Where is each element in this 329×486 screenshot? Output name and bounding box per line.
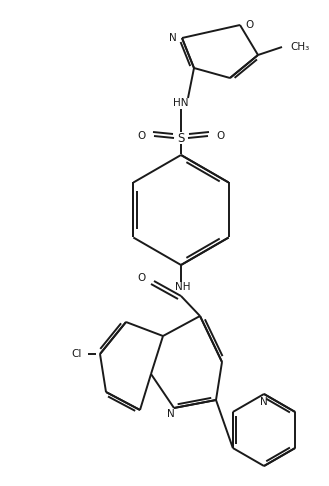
Text: Cl: Cl	[72, 349, 82, 359]
Text: NH: NH	[175, 282, 191, 292]
Text: O: O	[138, 131, 146, 141]
Text: N: N	[260, 397, 268, 407]
Text: HN: HN	[173, 98, 189, 108]
Text: N: N	[167, 409, 175, 419]
Text: S: S	[177, 132, 185, 144]
Text: N: N	[169, 33, 177, 43]
Text: O: O	[245, 20, 253, 30]
Text: O: O	[216, 131, 224, 141]
Text: CH₃: CH₃	[290, 42, 309, 52]
Text: O: O	[138, 273, 146, 283]
